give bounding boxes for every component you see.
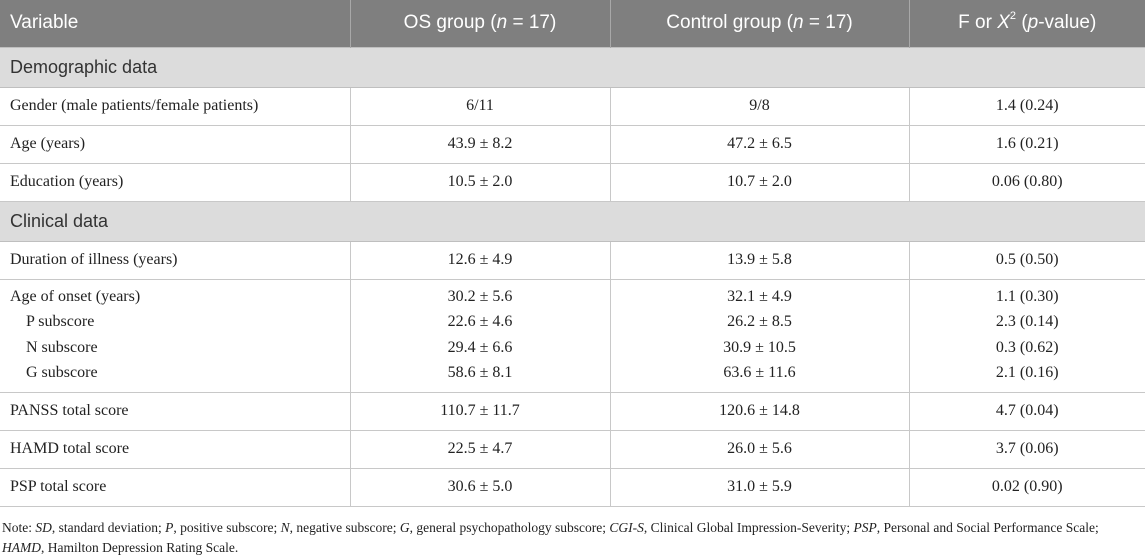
cell-os-group: 30.2 ± 5.6 22.6 ± 4.6 29.4 ± 6.6 58.6 ± … — [350, 279, 611, 393]
section-title: Demographic data — [0, 46, 1145, 88]
cell-os: 12.6 ± 4.9 — [350, 241, 611, 280]
cell-control: 31.0 ± 5.9 — [610, 468, 910, 507]
cell-control: 9/8 — [610, 87, 910, 126]
cell-stat: 0.3 (0.62) — [995, 338, 1059, 356]
cell-stat: 4.7 (0.04) — [909, 392, 1145, 431]
table-header-row: Variable OS group (n = 17) Control group… — [0, 0, 1145, 47]
cell-os: 43.9 ± 8.2 — [350, 125, 611, 164]
demographic-clinical-table: Variable OS group (n = 17) Control group… — [0, 0, 1145, 507]
table-row: Education (years) 10.5 ± 2.0 10.7 ± 2.0 … — [0, 163, 1145, 202]
table-row: PSP total score 30.6 ± 5.0 31.0 ± 5.9 0.… — [0, 468, 1145, 507]
section-title: Clinical data — [0, 200, 1145, 242]
cell-variable: Age of onset (years) — [10, 287, 141, 305]
table-row: Duration of illness (years) 12.6 ± 4.9 1… — [0, 241, 1145, 280]
cell-stat: 1.6 (0.21) — [909, 125, 1145, 164]
header-control-group: Control group (n = 17) — [610, 0, 910, 47]
cell-stat: 0.02 (0.90) — [909, 468, 1145, 507]
footnote-abbr: HAMD — [2, 540, 41, 555]
table-row: PANSS total score 110.7 ± 11.7 120.6 ± 1… — [0, 392, 1145, 431]
cell-control: 63.6 ± 11.6 — [723, 364, 796, 382]
cell-os: 10.5 ± 2.0 — [350, 163, 611, 202]
cell-stat: 1.4 (0.24) — [909, 87, 1145, 126]
cell-control: 120.6 ± 14.8 — [610, 392, 910, 431]
cell-stat: 2.3 (0.14) — [995, 313, 1059, 331]
cell-os: 29.4 ± 6.6 — [447, 338, 513, 356]
cell-stat: 3.7 (0.06) — [909, 430, 1145, 469]
footnote-abbr: G — [399, 520, 410, 535]
cell-control: 13.9 ± 5.8 — [610, 241, 910, 280]
table-footnote: Note: SD, standard deviation; P, positiv… — [2, 520, 1099, 555]
cell-os: 6/11 — [350, 87, 611, 126]
cell-variable: G subscore — [26, 364, 98, 382]
table-row-group: Age of onset (years) P subscore N subsco… — [0, 279, 1145, 393]
cell-variable: Gender (male patients/female patients) — [0, 87, 351, 126]
table-row: Age (years) 43.9 ± 8.2 47.2 ± 6.5 1.6 (0… — [0, 125, 1145, 164]
footnote-abbr: P — [165, 520, 174, 535]
cell-variable: Age (years) — [0, 125, 351, 164]
footnote-abbr: N — [280, 520, 290, 535]
cell-control: 26.0 ± 5.6 — [610, 430, 910, 469]
cell-variable: HAMD total score — [0, 430, 351, 469]
cell-os: 110.7 ± 11.7 — [350, 392, 611, 431]
cell-control: 30.9 ± 10.5 — [723, 338, 796, 356]
cell-variable: Education (years) — [0, 163, 351, 202]
footnote-abbr: SD — [35, 520, 52, 535]
cell-control: 47.2 ± 6.5 — [610, 125, 910, 164]
header-os-group: OS group (n = 17) — [350, 0, 611, 47]
cell-stat: 2.1 (0.16) — [995, 364, 1059, 382]
cell-variable: Duration of illness (years) — [0, 241, 351, 280]
cell-variable: N subscore — [26, 338, 98, 356]
footnote-abbr: PSP — [853, 520, 877, 535]
section-row-demographic: Demographic data — [0, 46, 1145, 88]
cell-variable: PSP total score — [0, 468, 351, 507]
cell-os: 30.2 ± 5.6 — [447, 287, 513, 305]
table-row: HAMD total score 22.5 ± 4.7 26.0 ± 5.6 3… — [0, 430, 1145, 469]
header-statistic: F or X2 (p-value) — [909, 0, 1145, 47]
cell-os: 22.5 ± 4.7 — [350, 430, 611, 469]
footnote-abbr: CGI-S — [609, 520, 644, 535]
cell-control: 26.2 ± 8.5 — [727, 313, 792, 331]
cell-control-group: 32.1 ± 4.9 26.2 ± 8.5 30.9 ± 10.5 63.6 ±… — [610, 279, 910, 393]
cell-stat: 0.5 (0.50) — [909, 241, 1145, 280]
cell-os: 30.6 ± 5.0 — [350, 468, 611, 507]
cell-stat: 0.06 (0.80) — [909, 163, 1145, 202]
cell-control: 32.1 ± 4.9 — [727, 287, 792, 305]
table-row: Gender (male patients/female patients) 6… — [0, 87, 1145, 126]
cell-variable: PANSS total score — [0, 392, 351, 431]
section-row-clinical: Clinical data — [0, 200, 1145, 242]
cell-control: 10.7 ± 2.0 — [610, 163, 910, 202]
cell-stat-group: 1.1 (0.30) 2.3 (0.14) 0.3 (0.62) 2.1 (0.… — [909, 279, 1145, 393]
header-variable: Variable — [0, 0, 351, 47]
cell-os: 22.6 ± 4.6 — [447, 313, 513, 331]
cell-variable: P subscore — [26, 313, 95, 331]
footnote-prefix: Note: — [2, 520, 36, 535]
cell-os: 58.6 ± 8.1 — [447, 364, 513, 382]
cell-variable-group: Age of onset (years) P subscore N subsco… — [0, 279, 351, 393]
cell-stat: 1.1 (0.30) — [995, 287, 1059, 305]
